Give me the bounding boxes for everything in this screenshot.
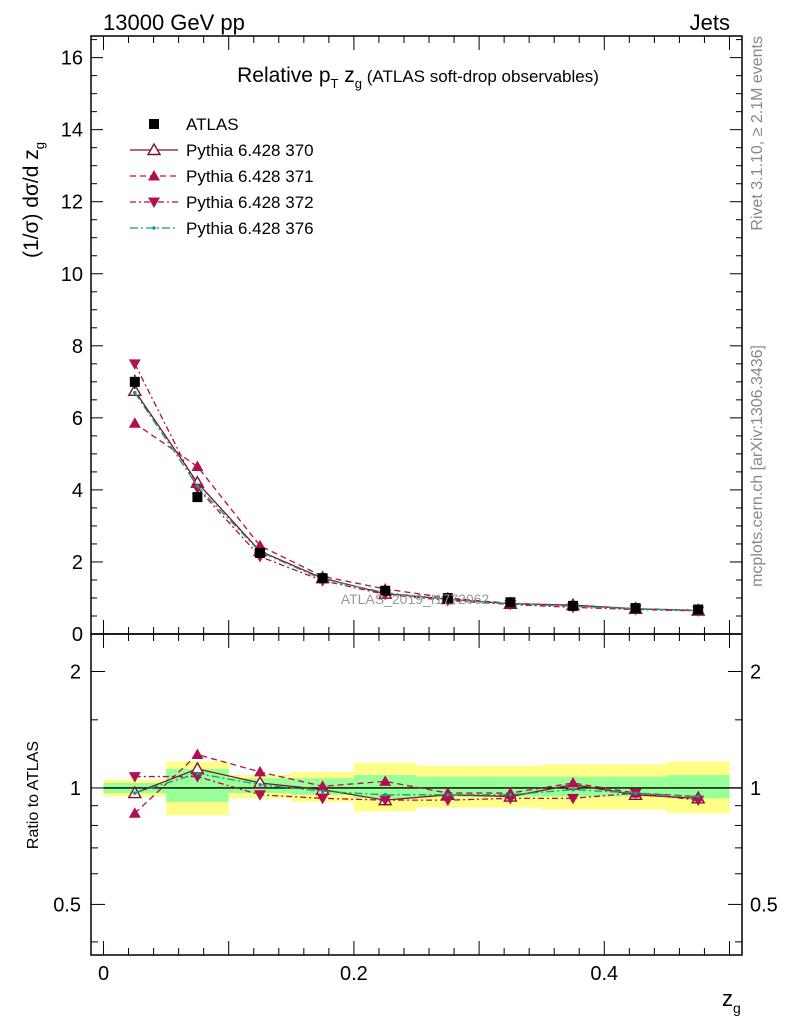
legend-marker-1: [146, 142, 162, 156]
header-right-label: Jets: [690, 10, 730, 35]
x-tick-label: 0.2: [340, 963, 368, 985]
x-tick-label: 0: [98, 963, 109, 985]
ratio-3-point-6: [508, 793, 513, 797]
inner-band-6: [479, 776, 542, 797]
watermark: ATLAS_2019_I1772062: [341, 591, 490, 607]
series-3-point-1: [195, 484, 200, 489]
y-tick-label: 8: [72, 336, 83, 358]
series-1-point-2: [254, 539, 267, 551]
ratio-2-point-5: [441, 795, 454, 807]
series-line-3: [134, 392, 699, 612]
series-line-0: [134, 390, 699, 612]
y-tick-label: 10: [61, 264, 83, 286]
legend-label-1: Pythia 6.428 370: [186, 141, 314, 160]
series-2-point-0: [128, 359, 141, 370]
y-tick-label: 0: [72, 624, 83, 646]
data-point-0: [129, 376, 140, 387]
series-2-point-1: [191, 483, 204, 495]
series-1-point-1: [191, 460, 204, 471]
series-1-point-0: [128, 417, 141, 428]
ratio-1-point-4: [379, 775, 392, 786]
legend-marker-3: [148, 197, 160, 208]
ratio-2-point-6: [504, 793, 517, 805]
ratio-3-point-7: [571, 787, 575, 792]
legend-label-2: Pythia 6.428 371: [186, 167, 314, 186]
ratio-1-point-1: [191, 748, 204, 760]
ratio-y-tick-label: 0.5: [53, 894, 81, 916]
ratio-2-point-9: [692, 795, 705, 807]
ratio-2-point-4: [379, 795, 392, 807]
legend-label-0: ATLAS: [186, 115, 239, 134]
inner-band-4: [353, 775, 417, 799]
inner-band-5: [416, 776, 480, 797]
ratio-frame: [90, 633, 743, 956]
legend-marker-2: [148, 170, 160, 181]
data-point-8: [630, 603, 641, 614]
series-3-point-0: [133, 390, 137, 395]
inner-band-9: [666, 775, 730, 799]
mcplots-label: mcplots.cern.ch [arXiv:1306.3436]: [749, 345, 766, 587]
ratio-line-0: [134, 768, 699, 801]
ratio-3-point-3: [320, 789, 325, 794]
ratio-y-tick-label: 2: [70, 661, 81, 683]
ratio-3-point-5: [445, 793, 450, 797]
ratio-panel: [103, 748, 742, 818]
ratio-1-point-2: [254, 765, 267, 777]
ratio-bands: [103, 761, 730, 816]
main-plot-content: [127, 359, 706, 617]
ratio-3-point-9: [696, 794, 700, 799]
ratio-1-point-7: [566, 776, 579, 788]
ratio-3-point-2: [258, 782, 262, 787]
ratio-2-point-2: [254, 790, 267, 801]
legend-label-3: Pythia 6.428 372: [186, 193, 314, 212]
y-tick-label: 2: [72, 552, 83, 574]
ratio-2-point-1: [191, 772, 204, 783]
ratio-3-point-4: [383, 793, 388, 797]
data-point-6: [505, 597, 516, 608]
ratio-y-tick-label: 1: [70, 778, 81, 800]
inner-band-8: [604, 776, 667, 797]
legend-marker-4: [152, 226, 156, 230]
data-point-5: [442, 592, 453, 603]
ratio-line-3: [134, 772, 699, 798]
ratio-3-point-0: [133, 791, 137, 795]
y-axis-label: (1/σ) dσ/d zg: [20, 142, 47, 258]
series-line-1: [134, 422, 699, 611]
ratio-3-point-8: [633, 791, 638, 795]
ratio-2-point-0: [128, 772, 141, 783]
data-point-2: [255, 547, 266, 558]
ratio-1-point-3: [316, 780, 329, 791]
legend-marker-0: [149, 119, 159, 129]
y-tick-label: 6: [72, 408, 83, 430]
ratio-2-point-7: [566, 793, 579, 805]
y-tick-label: 4: [72, 480, 83, 502]
legend: ATLAS Pythia 6.428 370 Pythia 6.428 371 Pyt…: [130, 115, 314, 238]
y-tick-label: 16: [61, 48, 83, 70]
data-point-1: [192, 492, 203, 503]
legend-label-4: Pythia 6.428 376: [186, 219, 314, 238]
ratio-3-point-1: [195, 771, 200, 776]
ratio-2-point-3: [316, 793, 329, 805]
x-axis-label: zg: [722, 986, 741, 1016]
y-tick-label: 14: [61, 120, 83, 142]
header-left-label: 13000 GeV pp: [103, 10, 245, 35]
series-0-point-0: [127, 383, 143, 397]
data-point-9: [693, 604, 704, 615]
ratio-y-tick-label-right: 1: [750, 778, 761, 800]
chart-title: Relative pT zg (ATLAS soft-drop observab…: [237, 64, 599, 91]
y-tick-label: 12: [61, 192, 83, 214]
data-point-7: [567, 600, 578, 611]
rivet-label: Rivet 3.1.10, ≥ 2.1M events: [749, 36, 766, 231]
data-point-3: [317, 573, 328, 584]
ratio-1-point-0: [128, 807, 141, 818]
ratio-line-2: [134, 775, 699, 801]
data-point-4: [380, 585, 391, 596]
series-line-2: [134, 363, 699, 612]
ratio-y-tick-label-right: 0.5: [750, 894, 778, 916]
ratio-y-tick-label-right: 2: [750, 661, 761, 683]
ratio-y-axis-label: Ratio to ATLAS: [25, 741, 42, 849]
x-tick-label: 0.4: [590, 963, 618, 985]
